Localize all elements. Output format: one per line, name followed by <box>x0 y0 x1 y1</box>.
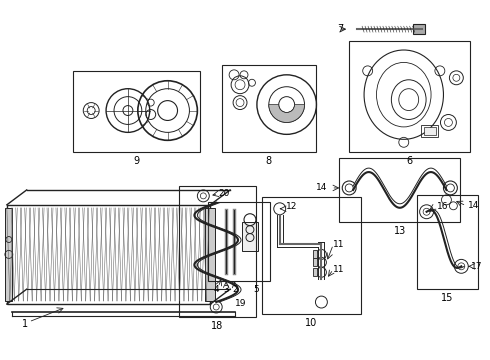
Text: 1: 1 <box>22 319 28 329</box>
Bar <box>74 71 200 152</box>
Text: 4: 4 <box>214 285 219 294</box>
Text: 9: 9 <box>134 156 140 166</box>
Bar <box>5 208 12 301</box>
Text: 8: 8 <box>266 156 272 166</box>
Bar <box>424 127 436 135</box>
Bar <box>339 158 460 222</box>
Bar <box>205 208 215 301</box>
Bar <box>314 258 318 266</box>
Bar <box>222 65 317 152</box>
Text: 17: 17 <box>471 262 483 271</box>
Text: 14: 14 <box>468 201 480 210</box>
Text: 3: 3 <box>223 285 229 294</box>
Text: 10: 10 <box>305 318 318 328</box>
Bar <box>314 251 318 258</box>
Text: 16: 16 <box>437 202 448 211</box>
Text: 13: 13 <box>393 226 406 235</box>
Text: 15: 15 <box>441 293 454 303</box>
Text: 11: 11 <box>333 240 345 249</box>
Text: 18: 18 <box>211 321 223 331</box>
Bar <box>7 205 210 304</box>
Wedge shape <box>269 105 305 122</box>
Bar <box>416 195 478 289</box>
Text: 11: 11 <box>333 265 345 274</box>
Text: 14: 14 <box>316 184 327 193</box>
Bar <box>420 125 439 137</box>
Bar <box>413 24 425 34</box>
Bar <box>178 186 256 317</box>
Text: 2: 2 <box>232 285 238 294</box>
Text: 7: 7 <box>337 24 343 34</box>
Bar <box>208 202 270 281</box>
Bar <box>262 197 361 314</box>
Bar <box>242 222 258 251</box>
Text: 20: 20 <box>218 189 230 198</box>
Text: 5: 5 <box>253 285 259 294</box>
Text: 6: 6 <box>407 156 413 166</box>
Bar <box>314 268 318 276</box>
Text: 12: 12 <box>286 202 297 211</box>
Bar <box>349 41 470 152</box>
Text: 19: 19 <box>235 298 246 307</box>
